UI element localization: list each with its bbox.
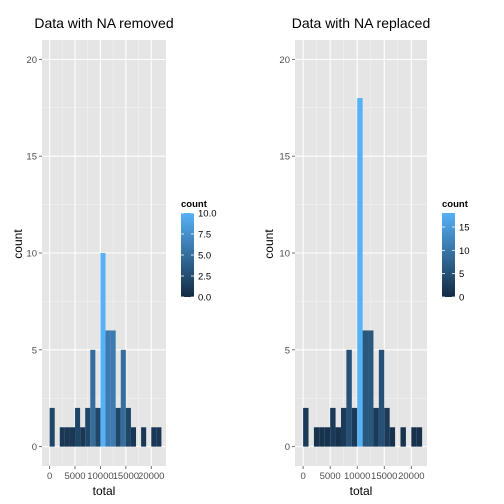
legend-tick-label: 0.0 [198,293,211,304]
histogram-bar [75,407,81,447]
x-axis-label: total [350,484,373,498]
y-axis-label: count [262,229,276,259]
y-axis-label: count [11,229,25,259]
histogram-bars [303,98,423,447]
y-tick-labels: 0 5 10 15 20 [279,55,295,453]
y-tick-label: 0 [285,442,290,453]
x-tick-label: 15000 [113,471,139,482]
legend-tick-label: 15 [459,223,470,234]
y-tick-label: 20 [279,55,290,66]
legend-colorbar [181,213,194,297]
y-tick-label: 5 [32,345,37,356]
x-tick-label: 0 [47,471,52,482]
histogram-bar [59,427,65,447]
histogram-bar [90,349,96,447]
histogram-bar [49,407,55,447]
histogram-bar [346,349,352,447]
x-tick-label: 10000 [87,471,113,482]
histogram-bar [324,427,331,447]
x-tick-label: 20000 [138,471,164,482]
histogram-bar [400,427,406,447]
y-tick-label: 15 [279,152,290,163]
chart-title: Data with NA replaced [292,15,431,31]
histogram-bar [389,427,396,447]
y-tick-label: 5 [285,345,290,356]
y-tick-label: 0 [32,442,37,453]
legend-tick-label: 5.0 [198,251,211,262]
histogram-bar [110,330,116,447]
legend-tick-label: 5 [459,269,464,280]
histogram-bar [80,427,86,447]
x-tick-label: 5000 [64,471,85,482]
legend-tick-label: 2.5 [198,272,211,283]
x-tick-label: 5000 [320,471,341,482]
histogram-bar [357,98,363,447]
histogram-bar [340,407,347,447]
legend-title: count [181,199,208,210]
x-tick-label: 10000 [344,471,370,482]
histogram-bar [411,427,417,447]
legend-tick-label: 10.0 [198,209,217,220]
legend-title: count [442,199,469,210]
legend-tick-label: 0 [459,293,464,304]
histogram-bar [362,330,369,447]
histogram-bars [49,253,162,447]
color-legend: count 10.0 7.5 5.0 2.5 0.0 [181,199,217,304]
histogram-bar [64,427,70,447]
y-tick-labels: 0 5 10 15 20 [26,55,42,453]
x-tick-label: 20000 [398,471,424,482]
histogram-bar [313,427,320,447]
histogram-bar [378,349,385,447]
histogram-bar [130,427,137,447]
legend-colorbar [442,213,455,297]
histogram-bar [85,407,91,447]
histogram-bar [100,253,106,447]
histogram-bar [156,427,162,447]
histogram-bar [384,407,390,447]
legend-tick-label: 7.5 [198,230,211,241]
histogram-bar [151,427,157,447]
color-legend: count 15 10 5 0 [442,199,470,304]
y-tick-label: 10 [279,249,290,260]
histogram-bar [330,407,336,447]
x-tick-label: 0 [300,471,305,482]
histogram-bar [373,407,379,447]
histogram-bar [351,407,358,447]
histogram-bar [125,407,131,447]
x-tick-label: 15000 [371,471,397,482]
chart-title: Data with NA removed [34,15,173,31]
chart-left: Data with NA removed 0 5 10 15 20 0 5000 10000… [11,15,217,498]
y-tick-label: 15 [26,152,37,163]
histogram-bar [69,427,76,447]
histogram-bar [416,427,423,447]
y-tick-label: 10 [26,249,37,260]
x-axis-label: total [93,484,116,498]
histogram-bar [141,427,147,447]
histogram-bar [335,427,341,447]
histogram-bar [115,407,121,447]
histogram-bar [120,349,126,447]
histogram-bar [105,330,111,447]
legend-tick-label: 10 [459,246,470,257]
histogram-bar [319,427,325,447]
histogram-bar [303,407,309,447]
histogram-bar [95,407,101,447]
y-tick-label: 20 [26,55,37,66]
histogram-bar [368,330,374,447]
